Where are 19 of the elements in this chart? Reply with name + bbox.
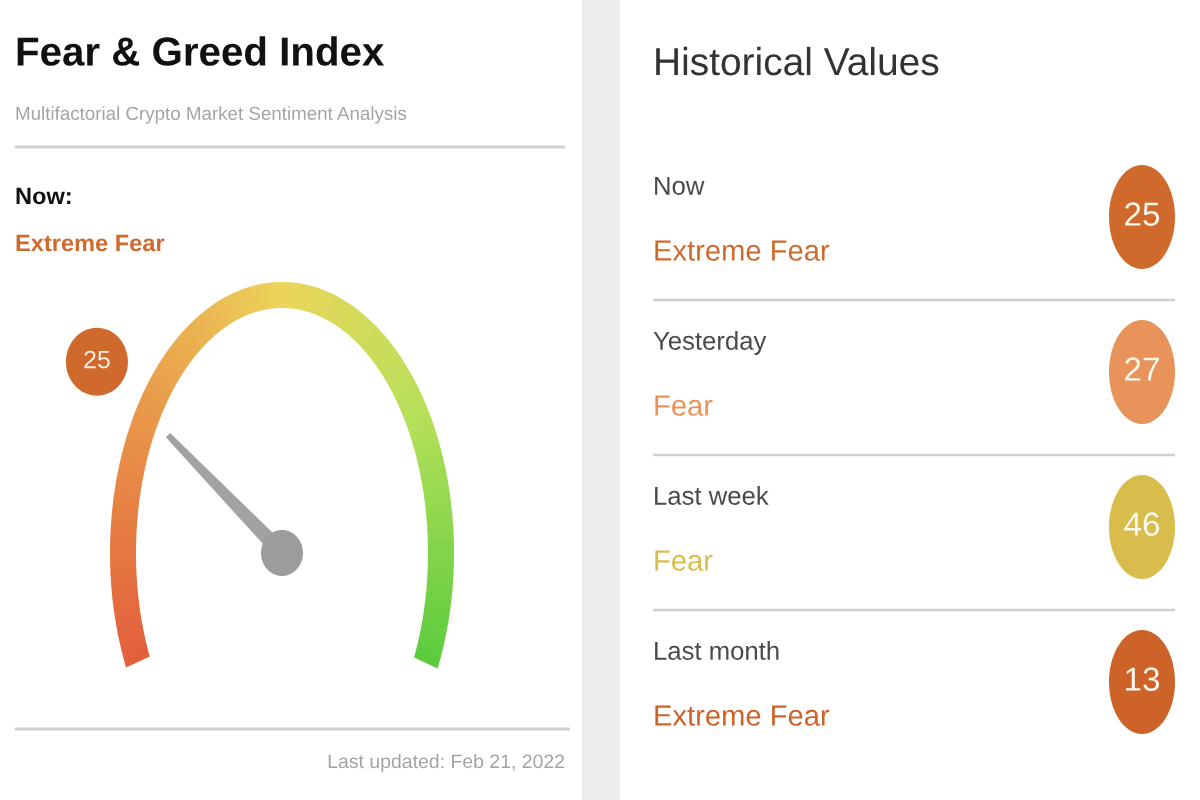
data-label: 25 (1125, 202, 1160, 226)
data-label: 46 (1124, 512, 1160, 536)
text: Last week (655, 486, 769, 505)
text: Fear & Greed Index (17, 36, 385, 66)
text: Extreme Fear (655, 705, 830, 726)
text: Last month (655, 641, 779, 660)
text: Yesterday (653, 331, 767, 355)
text: Now: (16, 187, 71, 205)
text: Fear (655, 550, 713, 571)
text: Now (655, 176, 705, 195)
text: Historical Values (656, 46, 939, 76)
text: Fear (655, 395, 713, 416)
text: Extreme Fear (655, 240, 830, 261)
text: Last updated: Feb 21, 2022 (328, 753, 565, 773)
text: Extreme Fear (16, 234, 165, 252)
text: Multifactorial Crypto Market Sentiment Analysis (16, 106, 407, 124)
data-label: 27 (1125, 357, 1159, 381)
data-label: 13 (1126, 667, 1160, 691)
data-label: 25 (84, 350, 110, 369)
